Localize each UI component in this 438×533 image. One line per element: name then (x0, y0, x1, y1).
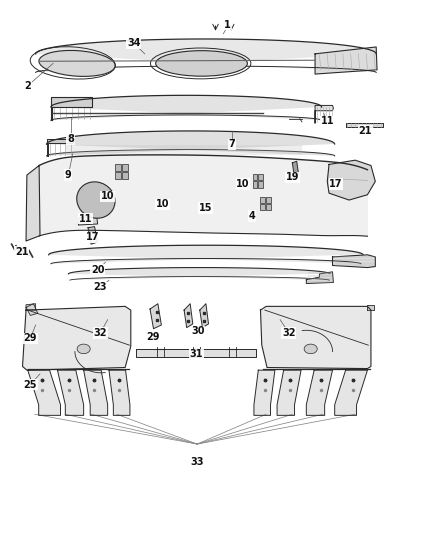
Text: 10: 10 (155, 199, 169, 209)
Text: 10: 10 (101, 191, 114, 201)
Polygon shape (136, 349, 256, 357)
Polygon shape (78, 216, 98, 225)
Text: 29: 29 (24, 333, 37, 343)
Polygon shape (200, 304, 208, 328)
Text: 11: 11 (79, 214, 92, 224)
Polygon shape (367, 305, 374, 310)
Polygon shape (150, 304, 161, 329)
Polygon shape (184, 304, 193, 328)
Bar (266, 197, 271, 203)
Bar (261, 197, 265, 203)
Ellipse shape (304, 344, 317, 354)
Text: 1: 1 (224, 20, 231, 30)
Text: 10: 10 (236, 179, 250, 189)
Polygon shape (51, 95, 321, 120)
Text: 8: 8 (67, 134, 74, 144)
Polygon shape (261, 306, 371, 368)
Text: 17: 17 (329, 179, 343, 189)
Text: 19: 19 (286, 172, 299, 182)
Polygon shape (315, 106, 333, 123)
Text: 9: 9 (65, 170, 72, 180)
Text: 25: 25 (24, 379, 37, 390)
Polygon shape (26, 165, 40, 241)
Text: 32: 32 (282, 328, 296, 338)
Text: 21: 21 (359, 126, 372, 136)
Polygon shape (46, 139, 73, 156)
Polygon shape (306, 370, 332, 415)
Text: 34: 34 (127, 38, 141, 48)
Polygon shape (84, 370, 108, 415)
Polygon shape (109, 370, 130, 415)
Polygon shape (254, 370, 275, 415)
Bar (258, 181, 263, 188)
Bar (258, 174, 263, 180)
Text: 15: 15 (199, 203, 213, 213)
Polygon shape (46, 131, 335, 156)
Polygon shape (327, 160, 375, 200)
Bar (266, 204, 271, 209)
Bar (253, 181, 258, 188)
Polygon shape (57, 370, 84, 415)
Text: 7: 7 (229, 139, 236, 149)
Polygon shape (22, 306, 131, 370)
Polygon shape (335, 370, 367, 415)
Polygon shape (315, 47, 377, 74)
Text: 17: 17 (86, 232, 99, 243)
Text: 33: 33 (191, 457, 204, 467)
Polygon shape (68, 268, 330, 280)
Bar (115, 172, 121, 179)
Polygon shape (26, 304, 35, 310)
Ellipse shape (155, 51, 247, 76)
Bar (122, 164, 128, 171)
Text: 4: 4 (248, 211, 255, 221)
Polygon shape (49, 245, 363, 264)
Polygon shape (346, 123, 383, 127)
Text: 30: 30 (191, 326, 205, 336)
Polygon shape (88, 227, 98, 244)
Text: 31: 31 (190, 349, 203, 359)
Text: 23: 23 (93, 282, 107, 292)
Polygon shape (332, 255, 375, 268)
Text: 20: 20 (91, 265, 104, 274)
Polygon shape (51, 98, 92, 120)
Text: 21: 21 (15, 247, 28, 256)
Bar (115, 164, 121, 171)
Polygon shape (292, 161, 298, 175)
Bar (261, 204, 265, 209)
Polygon shape (26, 304, 38, 316)
Text: 29: 29 (146, 332, 159, 342)
Text: 32: 32 (93, 328, 107, 338)
Text: 2: 2 (25, 81, 31, 91)
Ellipse shape (77, 182, 115, 218)
Bar (253, 174, 258, 180)
Text: 11: 11 (321, 116, 334, 126)
Polygon shape (28, 370, 60, 415)
Bar (122, 172, 128, 179)
Polygon shape (35, 39, 376, 72)
Ellipse shape (39, 51, 115, 76)
Polygon shape (306, 272, 333, 284)
Polygon shape (277, 370, 301, 415)
Ellipse shape (77, 344, 90, 354)
